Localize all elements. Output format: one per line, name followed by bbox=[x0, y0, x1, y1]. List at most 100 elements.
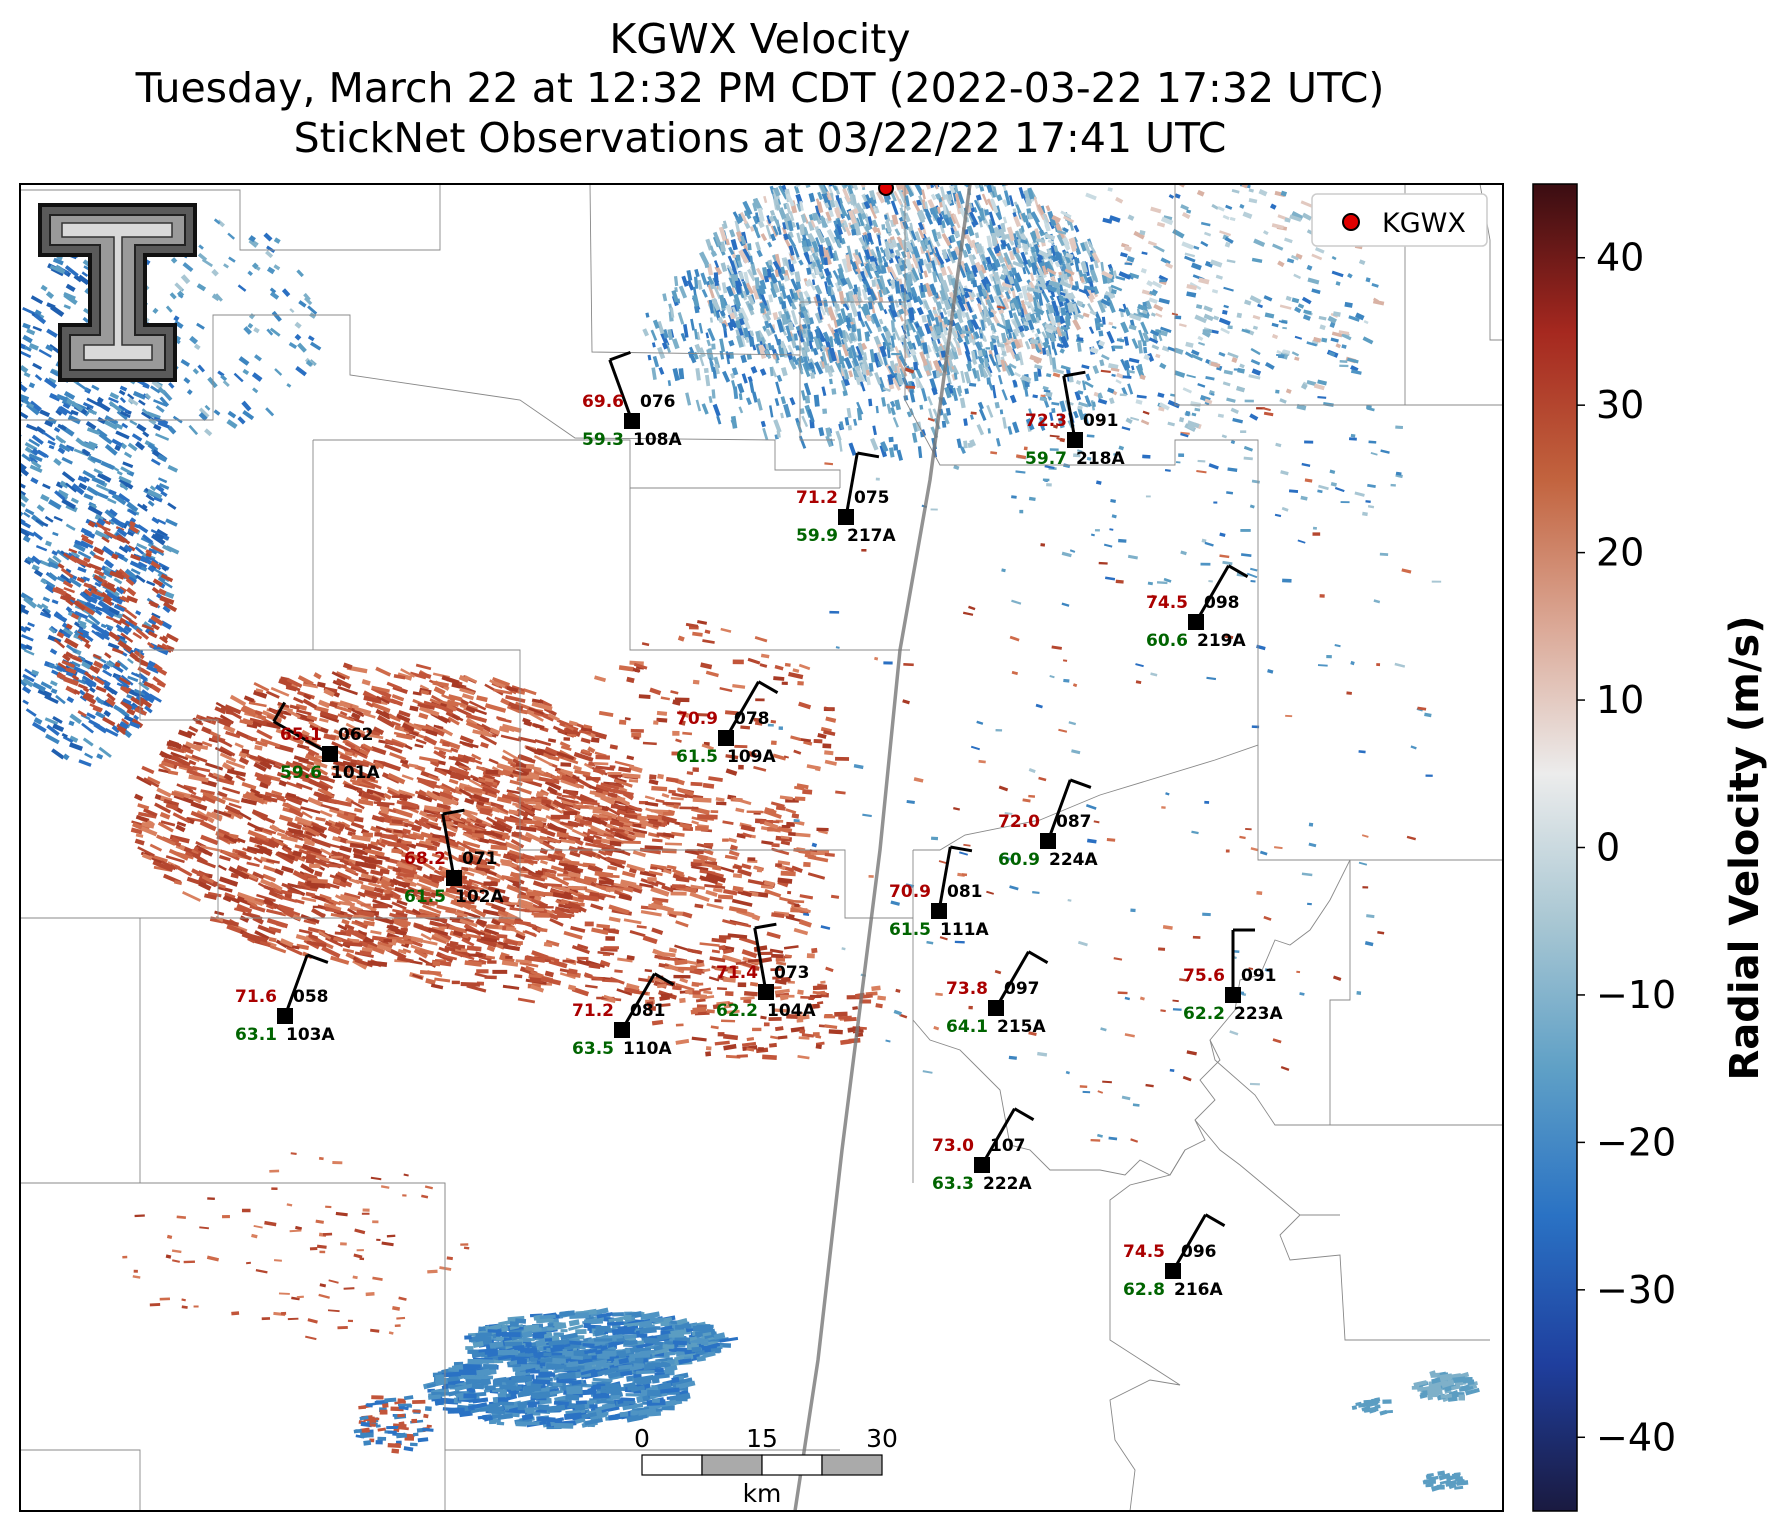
echo-pixel bbox=[869, 255, 875, 262]
echo-pixel bbox=[755, 330, 762, 343]
echo-pixel bbox=[761, 313, 771, 324]
echo-pixel bbox=[886, 265, 892, 273]
echo-pixel bbox=[988, 211, 996, 227]
echo-pixel bbox=[953, 312, 959, 320]
echo-pixel bbox=[881, 224, 886, 230]
echo-pixel bbox=[0, 508, 1, 517]
echo-pixel bbox=[849, 302, 859, 318]
echo-pixel bbox=[905, 167, 911, 176]
echo-pixel bbox=[865, 262, 872, 272]
echo-pixel bbox=[815, 237, 821, 247]
echo-pixel bbox=[814, 361, 824, 375]
echo-pixel bbox=[871, 219, 879, 229]
echo-pixel bbox=[824, 236, 834, 252]
echo-pixel bbox=[718, 226, 728, 242]
echo-pixel bbox=[845, 213, 851, 221]
echo-pixel bbox=[903, 165, 909, 176]
echo-pixel bbox=[816, 201, 824, 214]
echo-pixel bbox=[857, 165, 864, 177]
echo-pixel bbox=[916, 295, 924, 306]
echo-pixel bbox=[971, 254, 977, 261]
echo-pixel bbox=[755, 267, 766, 281]
echo-pixel bbox=[831, 388, 837, 395]
echo-pixel bbox=[894, 263, 903, 276]
echo-pixel bbox=[1201, 178, 1207, 182]
echo-pixel bbox=[1012, 320, 1022, 334]
echo-pixel bbox=[767, 241, 773, 248]
echo-pixel bbox=[936, 231, 942, 240]
echo-pixel bbox=[954, 299, 965, 315]
echo-pixel bbox=[969, 291, 976, 299]
echo-pixel bbox=[760, 308, 765, 314]
echo-pixel bbox=[1020, 212, 1028, 223]
echo-pixel bbox=[1072, 318, 1082, 331]
echo-pixel bbox=[4, 352, 13, 360]
echo-pixel bbox=[875, 170, 882, 182]
echo-pixel bbox=[711, 343, 716, 350]
echo-pixel bbox=[1098, 330, 1104, 337]
echo-pixel bbox=[790, 278, 799, 292]
echo-pixel bbox=[729, 351, 734, 359]
echo-pixel bbox=[1049, 295, 1055, 301]
echo-pixel bbox=[889, 163, 896, 172]
echo-pixel bbox=[747, 243, 752, 251]
echo-pixel bbox=[1012, 338, 1022, 350]
echo-pixel bbox=[0, 416, 7, 423]
echo-pixel bbox=[6, 435, 20, 445]
echo-pixel bbox=[824, 168, 831, 177]
echo-pixel bbox=[1012, 278, 1022, 293]
echo-pixel bbox=[778, 207, 787, 220]
echo-pixel bbox=[793, 185, 800, 194]
echo-pixel bbox=[0, 484, 6, 490]
echo-pixel bbox=[890, 200, 899, 216]
echo-pixel bbox=[936, 216, 943, 226]
echo-pixel bbox=[912, 163, 919, 174]
echo-pixel bbox=[11, 460, 18, 467]
echo-pixel bbox=[826, 199, 833, 211]
echo-pixel bbox=[786, 233, 797, 248]
echo-pixel bbox=[971, 221, 976, 228]
echo-pixel bbox=[896, 242, 903, 251]
echo-pixel bbox=[852, 251, 863, 265]
echo-pixel bbox=[854, 202, 865, 215]
echo-pixel bbox=[924, 164, 932, 178]
echo-pixel bbox=[1, 616, 11, 624]
echo-pixel bbox=[979, 173, 984, 180]
echo-pixel bbox=[893, 444, 899, 451]
echo-pixel bbox=[752, 202, 758, 212]
title-line-1: KGWX Velocity bbox=[609, 15, 911, 63]
echo-pixel bbox=[804, 184, 811, 188]
echo-pixel bbox=[964, 371, 971, 384]
echo-pixel bbox=[921, 163, 926, 171]
echo-pixel bbox=[1001, 199, 1009, 208]
echo-pixel bbox=[2, 417, 11, 425]
echo-pixel bbox=[888, 266, 898, 281]
echo-pixel bbox=[1008, 195, 1015, 207]
echo-pixel bbox=[766, 215, 772, 224]
echo-pixel bbox=[0, 527, 4, 538]
echo-pixel bbox=[796, 203, 802, 212]
echo-pixel bbox=[831, 169, 836, 183]
echo-pixel bbox=[912, 200, 921, 213]
echo-pixel bbox=[995, 211, 1003, 221]
echo-pixel bbox=[974, 232, 980, 239]
echo-pixel bbox=[798, 259, 804, 266]
echo-pixel bbox=[857, 212, 865, 227]
echo-pixel bbox=[960, 309, 967, 319]
echo-pixel bbox=[826, 190, 833, 201]
echo-pixel bbox=[845, 277, 854, 290]
echo-pixel bbox=[764, 320, 770, 329]
echo-pixel bbox=[899, 207, 906, 221]
echo-pixel bbox=[863, 303, 871, 316]
echo-pixel bbox=[975, 194, 982, 201]
echo-pixel bbox=[789, 211, 795, 222]
echo-pixel bbox=[952, 337, 961, 349]
echo-pixel bbox=[888, 436, 894, 443]
echo-pixel bbox=[882, 356, 888, 367]
echo-pixel bbox=[1029, 272, 1035, 282]
echo-pixel bbox=[930, 193, 937, 201]
echo-pixel bbox=[826, 184, 834, 197]
echo-pixel bbox=[0, 488, 11, 498]
echo-pixel bbox=[931, 256, 939, 266]
